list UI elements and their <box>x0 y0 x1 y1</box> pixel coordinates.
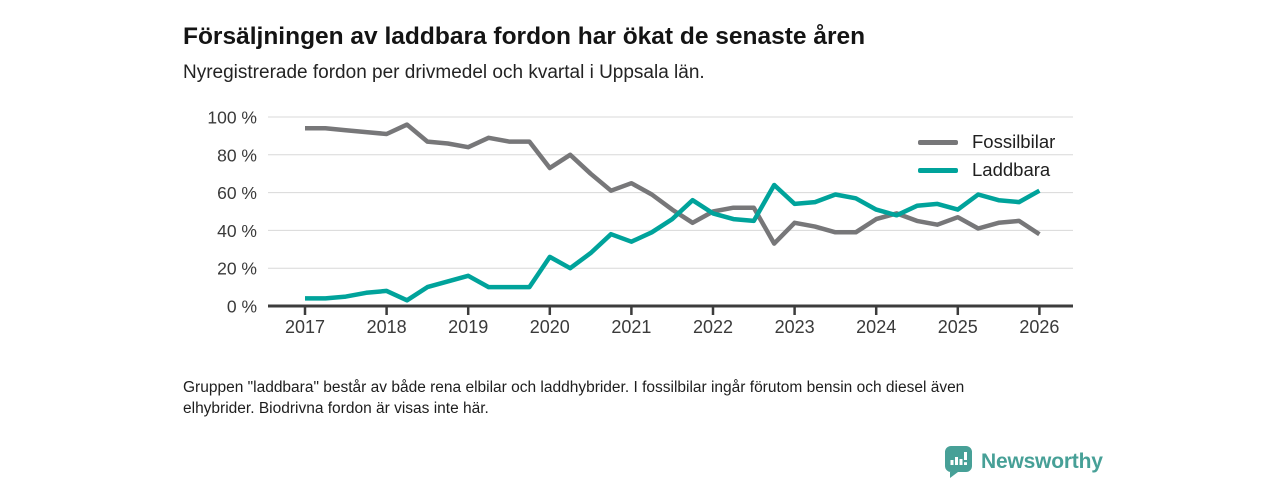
legend-swatch-fossilbilar <box>918 139 958 145</box>
footnote: Gruppen "laddbara" består av både rena e… <box>183 379 965 417</box>
x-tick-label: 2024 <box>856 317 896 337</box>
x-tick-label: 2018 <box>367 317 407 337</box>
legend-label: Laddbara <box>972 159 1051 180</box>
series-line-laddbara <box>305 182 1041 303</box>
logo-text: Newsworthy <box>981 450 1103 473</box>
line-chart-svg: 0 % 20 % 40 % 60 % 80 % 100 % 2017 2018 2019 2020… <box>207 108 1073 337</box>
page-title: Försäljningen av laddbara fordon har öka… <box>183 23 866 51</box>
x-tick-label: 2017 <box>285 317 325 337</box>
legend-item-laddbara: Laddbara <box>918 159 1055 181</box>
newsworthy-speech-bubble-bar-chart-icon <box>945 446 972 478</box>
x-tick-label: 2025 <box>938 317 978 337</box>
y-tick-label: 40 % <box>217 221 257 241</box>
x-tick-label: 2026 <box>1019 317 1059 337</box>
newsworthy-logo: Newsworthy <box>944 446 1103 478</box>
legend-swatch-laddbara <box>918 167 958 173</box>
series-line-fossilbilar <box>305 122 1041 246</box>
x-tick-label: 2020 <box>530 317 570 337</box>
legend: Fossilbilar Laddbara <box>918 131 1055 181</box>
y-tick-label: 80 % <box>217 145 257 165</box>
x-tick-label: 2023 <box>775 317 815 337</box>
y-tick-label: 20 % <box>217 259 257 279</box>
y-tick-label: 100 % <box>207 108 257 128</box>
x-tick-label: 2022 <box>693 317 733 337</box>
y-tick-label: 60 % <box>217 183 257 203</box>
x-tick-label: 2021 <box>611 317 651 337</box>
legend-item-fossilbilar: Fossilbilar <box>918 131 1055 153</box>
chart-subtitle: Nyregistrerade fordon per drivmedel och … <box>183 62 705 83</box>
chart: 0 % 20 % 40 % 60 % 80 % 100 % 2017 2018 2019 2020… <box>207 108 1073 337</box>
x-tick-label: 2019 <box>448 317 488 337</box>
y-tick-label: 0 % <box>227 297 257 317</box>
legend-label: Fossilbilar <box>972 131 1056 152</box>
